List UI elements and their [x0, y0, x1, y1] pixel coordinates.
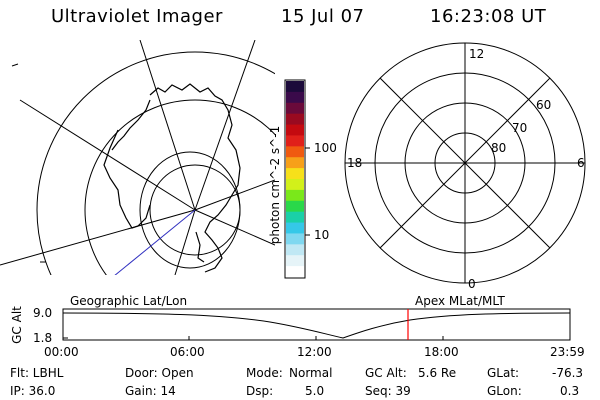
glon-value: 0.3	[560, 384, 580, 398]
glat-label: GLat:	[487, 366, 520, 380]
color-bar-segment	[286, 179, 304, 191]
app-title: Ultraviolet Imager	[51, 6, 223, 27]
polar-label-top: 12	[469, 47, 485, 61]
glon-label: GLon:	[487, 384, 522, 398]
polar-ring-label: 70	[512, 121, 528, 135]
timeline-ylabel: GC Alt	[10, 306, 24, 344]
color-bar-segment	[286, 168, 304, 180]
lat-circle-4	[36, 51, 275, 275]
colorbar-unit-text: photon cm^-2 s^-1	[268, 125, 282, 245]
geographic-map	[0, 40, 275, 275]
color-bar-segment	[286, 135, 304, 147]
door-info: Door: Open	[125, 366, 194, 380]
glat-value: -76.3	[552, 366, 584, 380]
timeline-xtick: 12:00	[297, 345, 332, 359]
timeline-ytick: 1.8	[33, 331, 53, 345]
timeline-xtick: 23:59	[550, 345, 585, 359]
color-bar-segment	[286, 113, 304, 126]
color-bar-segment	[286, 200, 304, 213]
polar-ring-label: 60	[536, 98, 552, 112]
mode-value: Normal	[289, 366, 333, 380]
color-bar-segment	[286, 233, 304, 245]
polar-diagonal	[379, 77, 551, 249]
meridian	[139, 40, 196, 211]
time-label: 16:23:08 UT	[430, 6, 547, 27]
orbit-track	[114, 209, 196, 275]
lat-circle-2	[139, 151, 241, 269]
mode-label: Mode:	[246, 366, 283, 380]
altitude-curve	[62, 312, 571, 339]
color-bar-segment	[286, 157, 304, 169]
gain-info: Gain: 14	[125, 384, 176, 398]
color-bar-segment	[286, 146, 304, 158]
color-bar-segment	[286, 91, 304, 104]
colorbar-unit-label: photon cm^-2 s^-1	[268, 115, 282, 255]
seq-info: Seq: 39	[365, 384, 411, 398]
lat-circle-3	[84, 99, 275, 275]
color-bar-segment	[286, 102, 304, 115]
altitude-timeline	[62, 308, 571, 341]
color-bar	[284, 79, 310, 279]
ip-info: IP: 36.0	[10, 384, 56, 398]
filter-info: Flt: LBHL	[10, 366, 64, 380]
color-bar-segment	[286, 189, 304, 202]
timeline-xtick: 18:00	[424, 345, 459, 359]
timeline-right-title: Apex MLat/MLT	[415, 294, 505, 308]
dsp-value: 5.0	[305, 384, 325, 398]
timeline-left-title: Geographic Lat/Lon	[70, 294, 188, 308]
color-bar-frame	[284, 79, 306, 279]
timeline-xtick: 06:00	[170, 345, 205, 359]
meridian	[194, 179, 275, 211]
meridian	[194, 209, 275, 246]
dsp-label: Dsp:	[246, 384, 274, 398]
timeline-xtick: 00:00	[44, 345, 79, 359]
color-bar-segment	[286, 222, 304, 234]
color-bar-segment	[286, 255, 304, 267]
colorbar-tick-label: 10	[314, 228, 330, 242]
polar-label-bottom: 0	[468, 277, 476, 291]
gc-alt-value: 5.6 Re	[418, 366, 457, 380]
color-bar-segment	[286, 124, 304, 136]
polar-label-left: 18	[347, 156, 363, 170]
timeline-ytick: 9.0	[33, 306, 53, 320]
color-bar-segment	[286, 81, 304, 93]
polar-plot	[344, 42, 586, 284]
coastline	[103, 83, 241, 273]
color-bar-segment	[286, 211, 304, 224]
meridian	[174, 209, 196, 275]
gc-alt-label: GC Alt:	[365, 366, 407, 380]
color-bar-segment	[286, 266, 304, 278]
color-bar-segment	[286, 244, 304, 256]
polar-ring-label: 80	[491, 141, 507, 155]
polar-label-right: 6	[577, 156, 585, 170]
date-label: 15 Jul 07	[281, 6, 365, 27]
meridian	[0, 209, 196, 266]
meridian	[194, 40, 256, 211]
colorbar-tick-label: 100	[314, 141, 337, 155]
